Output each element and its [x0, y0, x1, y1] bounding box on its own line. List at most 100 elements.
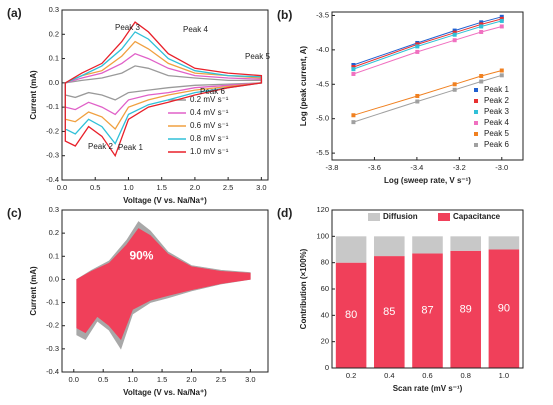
x-tick-label: 0.5: [98, 375, 108, 384]
legend-swatch: [438, 213, 450, 221]
legend-label: Peak 4: [484, 118, 509, 127]
point: [351, 63, 356, 68]
legend-label: Peak 1: [484, 85, 509, 94]
point: [479, 20, 484, 25]
point: [351, 65, 356, 70]
y-axis-title: Contribution (×100%): [299, 248, 308, 329]
y-axis-title: Current (mA): [29, 70, 38, 120]
y-tick-label: -0.2: [46, 126, 59, 135]
point: [351, 67, 356, 72]
peak-label: Peak 2: [88, 142, 113, 151]
x-axis-title: Scan rate (mV s⁻¹): [393, 384, 463, 393]
y-tick-label: -0.4: [46, 367, 59, 376]
bar-segment: [450, 236, 481, 251]
plot-frame: [61, 9, 269, 181]
panel-label: (b): [277, 8, 292, 22]
legend-label: 1.0 mV s⁻¹: [190, 147, 229, 156]
point: [499, 18, 504, 23]
peak-label: Peak 1: [118, 143, 143, 152]
point: [351, 120, 356, 125]
y-tick-label: -3.5: [316, 10, 329, 19]
y-tick-label: -0.4: [46, 175, 59, 184]
x-tick-label: 0.0: [57, 183, 67, 192]
y-tick-label: -0.2: [46, 321, 59, 330]
x-tick-label: 2.5: [216, 375, 226, 384]
bar-segment: [335, 262, 367, 368]
value-label: 89: [460, 303, 472, 315]
y-tick-label: -4.5: [316, 79, 329, 88]
value-label: 87: [421, 305, 433, 317]
legend-swatch: [368, 213, 380, 221]
x-tick-label: 1.0: [499, 371, 509, 380]
plot-frame: [61, 209, 269, 373]
point: [479, 22, 484, 27]
point: [499, 68, 504, 73]
point: [351, 71, 356, 76]
legend-label: 0.4 mV s⁻¹: [190, 108, 229, 117]
x-axis-title: Log (sweep rate, V s⁻¹): [384, 176, 471, 185]
legend-swatch: [474, 88, 478, 92]
x-axis-title: Voltage (V vs. Na/Na⁺): [123, 388, 207, 397]
peak-label: Peak 4: [183, 25, 208, 34]
x-tick-label: -3.4: [410, 163, 423, 172]
plot-frame: [331, 209, 524, 369]
y-tick-label: 80: [321, 258, 329, 267]
legend-swatch: [474, 99, 478, 103]
x-tick-label: -3.0: [495, 163, 508, 172]
legend-label: Diffusion: [383, 212, 418, 221]
y-axis-title: Current (mA): [29, 266, 38, 316]
y-tick-label: -5.5: [316, 148, 329, 157]
x-tick-label: 0.4: [384, 371, 394, 380]
x-tick-label: -3.2: [453, 163, 466, 172]
x-tick-label: 1.0: [123, 183, 133, 192]
y-tick-label: 60: [321, 284, 329, 293]
point: [415, 99, 420, 104]
x-tick-label: 3.0: [245, 375, 255, 384]
cv-curve: [64, 65, 263, 101]
bar-segment: [488, 249, 520, 368]
point: [415, 44, 420, 49]
point: [452, 82, 457, 87]
y-tick-label: 0.0: [49, 274, 59, 283]
peak-label: Peak 6: [200, 87, 225, 96]
x-tick-label: 2.0: [186, 375, 196, 384]
x-tick-label: 1.5: [157, 375, 167, 384]
legend-label: Peak 5: [484, 129, 509, 138]
legend-swatch: [474, 132, 478, 136]
y-tick-label: 0.3: [49, 5, 59, 14]
y-tick-label: -0.3: [46, 344, 59, 353]
x-axis-title: Voltage (V vs. Na/Na⁺): [123, 196, 207, 205]
area: [76, 228, 251, 341]
y-tick-label: 0: [325, 363, 329, 372]
legend-swatch: [474, 121, 478, 125]
y-tick-label: -0.3: [46, 151, 59, 160]
legend-label: 0.6 mV s⁻¹: [190, 121, 229, 130]
bar-segment: [412, 236, 443, 254]
point: [452, 28, 457, 33]
x-tick-label: 0.5: [90, 183, 100, 192]
plot-frame: [331, 11, 524, 161]
point: [452, 30, 457, 35]
x-tick-label: 0.8: [460, 371, 470, 380]
percent-label: 90%: [129, 248, 153, 262]
x-tick-label: 0.0: [69, 375, 79, 384]
y-tick-label: 0.2: [49, 228, 59, 237]
point: [479, 24, 484, 29]
point: [479, 74, 484, 79]
point: [499, 16, 504, 21]
bar-segment: [488, 236, 520, 250]
y-tick-label: 20: [321, 337, 329, 346]
y-tick-label: 0.1: [49, 251, 59, 260]
point: [351, 113, 356, 118]
x-tick-label: 0.2: [346, 371, 356, 380]
point: [452, 32, 457, 37]
bar-segment: [450, 250, 481, 368]
x-tick-label: 1.0: [127, 375, 137, 384]
legend-label: Peak 6: [484, 140, 509, 149]
point: [452, 87, 457, 92]
y-tick-label: -5.0: [316, 114, 329, 123]
legend-label: Peak 2: [484, 96, 509, 105]
value-label: 85: [383, 306, 395, 318]
x-tick-label: 2.5: [223, 183, 233, 192]
